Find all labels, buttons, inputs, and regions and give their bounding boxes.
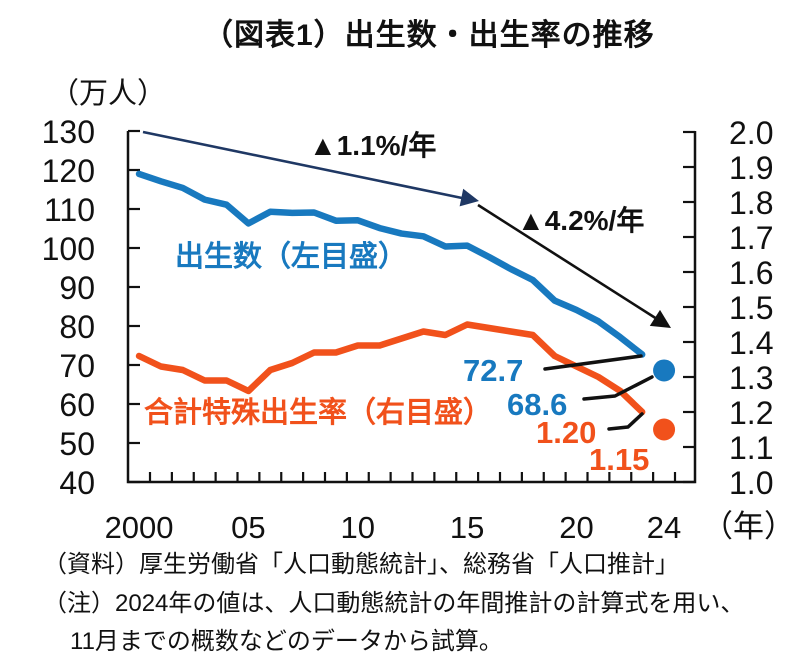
right-axis-tick-label: 1.6 — [729, 255, 774, 291]
right-axis-tick-label: 1.5 — [729, 290, 774, 326]
rate-line — [135, 321, 646, 416]
left-axis-tick-label: 60 — [59, 387, 95, 423]
trend-arrow-1-head — [459, 188, 479, 207]
left-axis-tick-label: 100 — [41, 231, 95, 267]
series-label-rate: 合計特殊出生率（右目盛） — [144, 397, 493, 429]
trend-arrow-1-line — [142, 130, 463, 200]
left-axis-tick-label: 80 — [59, 309, 95, 345]
right-axis-tick-label: 1.8 — [729, 185, 774, 221]
births-2024-callout — [582, 375, 654, 401]
trend-annotation-1: ▲1.1%/年 — [309, 130, 437, 161]
x-axis-tick-label: 20 — [559, 510, 594, 545]
chart-plot — [126, 129, 697, 484]
left-axis-tick-label: 120 — [41, 153, 95, 189]
x-axis-tick-label: 10 — [340, 510, 376, 545]
births-2023-callout — [543, 354, 643, 371]
series-label-births: 出生数（左目盛） — [175, 241, 408, 273]
footnote-line2: 11月までの概数などのデータから試算。 — [70, 628, 503, 655]
rate-2024-value: 1.15 — [589, 442, 650, 477]
right-axis-tick-label: 1.7 — [729, 220, 774, 256]
rate-2024-dot — [653, 418, 676, 441]
right-axis-tick-label: 1.2 — [729, 395, 774, 431]
left-axis-tick-label: 130 — [41, 114, 95, 150]
right-axis-tick-label: 1.1 — [729, 430, 774, 466]
left-axis-tick-label: 70 — [59, 348, 95, 384]
rate-2023-value: 1.20 — [536, 415, 597, 450]
left-axis-tick-label: 40 — [59, 465, 95, 501]
left-axis-unit: （万人） — [50, 78, 167, 110]
x-axis-tick-label: 2000 — [104, 510, 174, 545]
left-axis-tick-label: 90 — [59, 270, 95, 306]
rate-2023-callout — [607, 412, 644, 431]
births-line — [135, 170, 646, 358]
left-axis-tick-label: 110 — [43, 192, 95, 228]
right-axis-tick-label: 1.4 — [729, 325, 774, 361]
source-note: （資料）厚生労働省「人口動態統計」、総務省「人口推計」 — [43, 551, 679, 578]
trend-annotation-2: ▲4.2%/年 — [517, 205, 645, 236]
left-axis-tick-label: 50 — [59, 426, 95, 462]
right-axis-tick-label: 1.0 — [729, 465, 774, 501]
births-2024-value: 68.6 — [507, 387, 568, 422]
x-axis-tick-label: 05 — [231, 510, 266, 545]
x-axis-tick-label: 15 — [449, 510, 485, 545]
right-axis-tick-label: 2.0 — [729, 115, 774, 151]
x-axis-unit: （年） — [702, 509, 795, 544]
trend-arrow-2-head — [649, 309, 671, 328]
births-2024-dot — [653, 359, 676, 382]
footnote-line1: （注）2024年の値は、人口動態統計の年間推計の計算式を用い、 — [43, 590, 745, 617]
x-axis-tick-label: 24 — [646, 510, 682, 545]
chart-title: （図表1）出生数・出生率の推移 — [203, 19, 655, 52]
births-2023-value: 72.7 — [463, 353, 524, 388]
trend-arrow-2-line — [477, 203, 658, 321]
right-axis-tick-label: 1.3 — [729, 360, 774, 396]
right-axis-tick-label: 1.9 — [729, 150, 774, 186]
